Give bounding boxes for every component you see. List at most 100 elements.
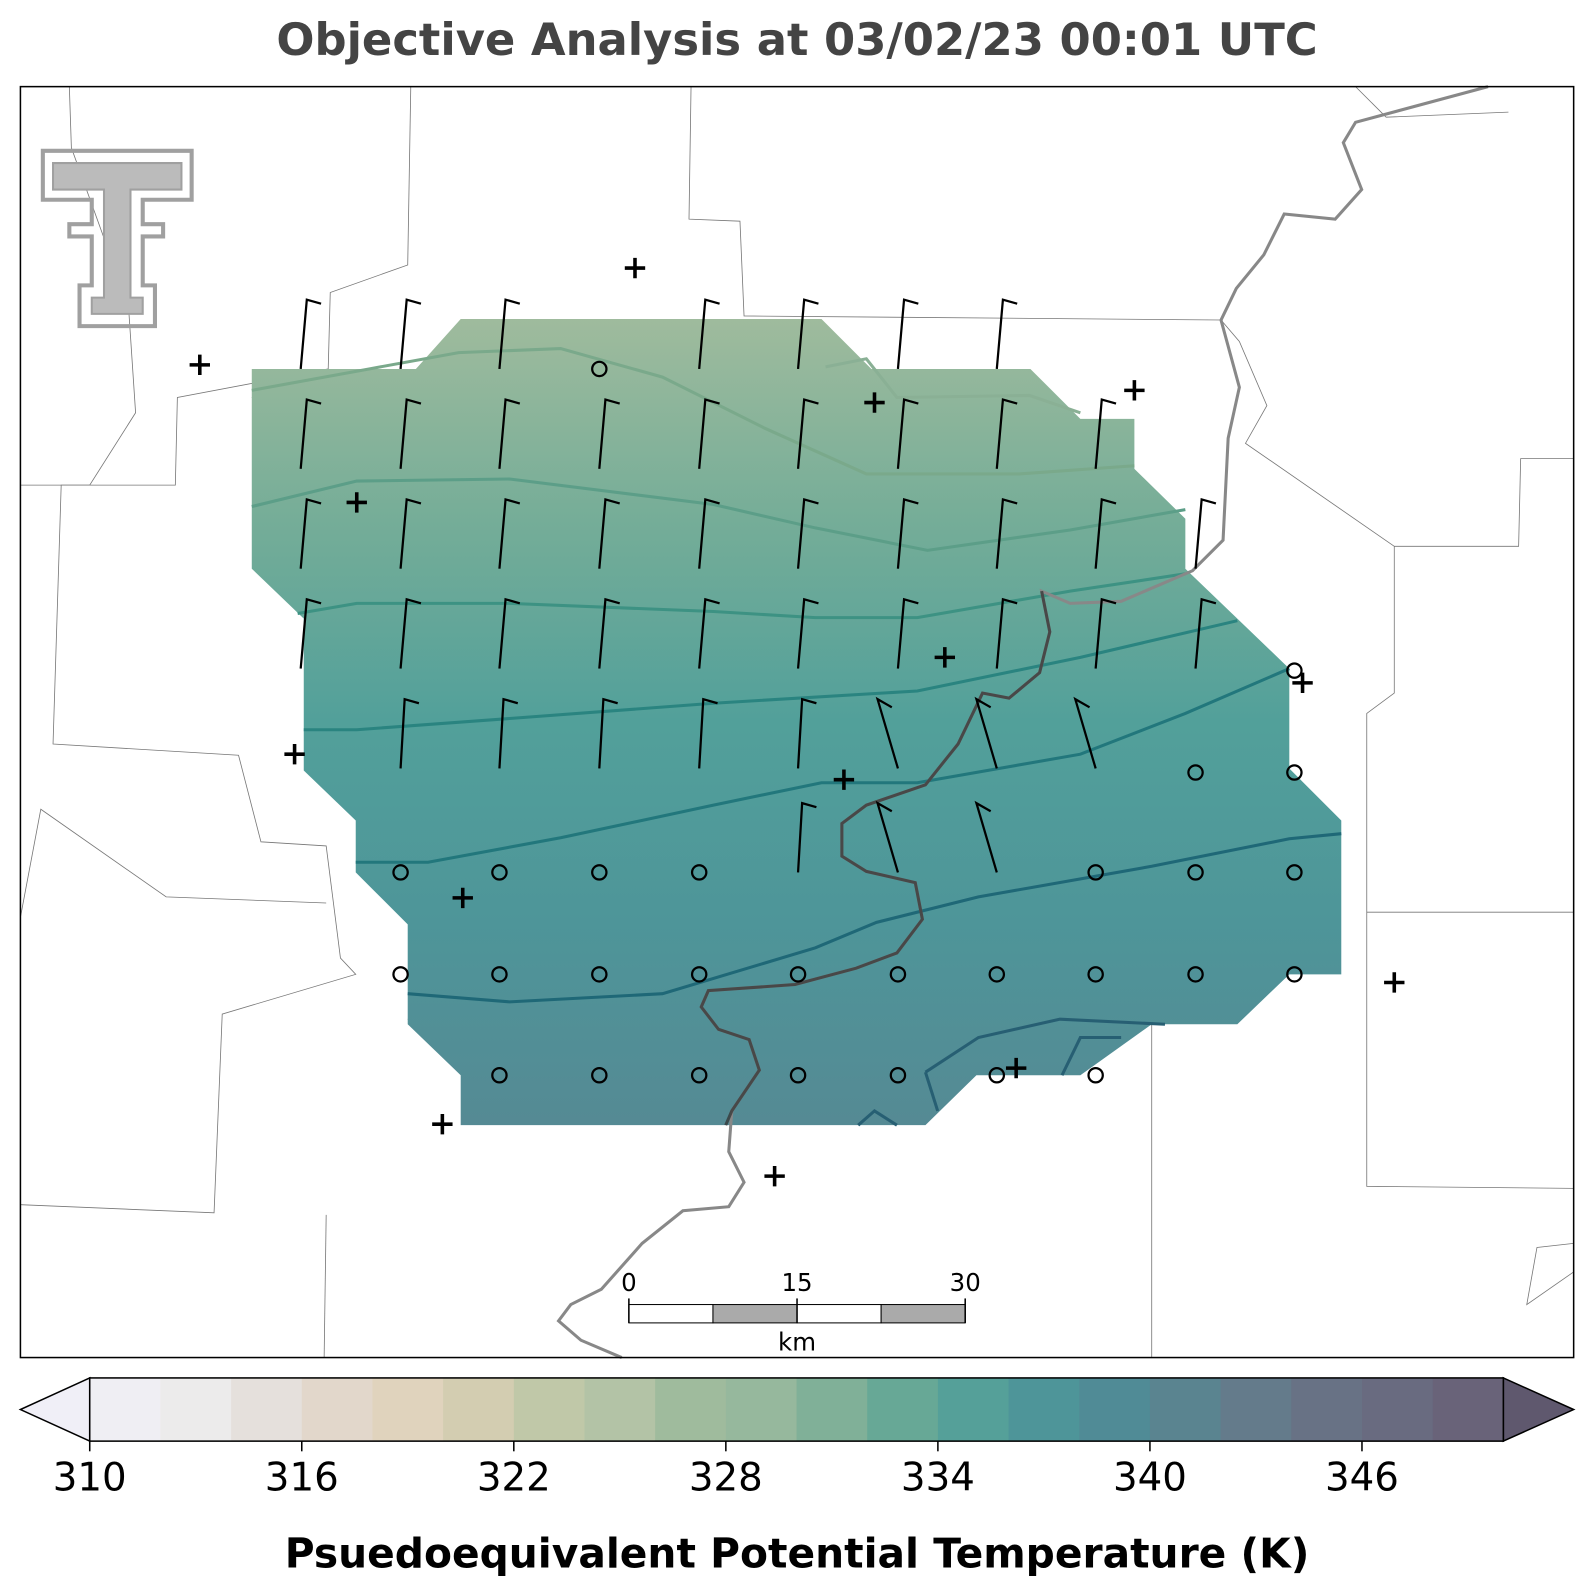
station-calm [491, 864, 508, 881]
river-in-analysis [699, 590, 1052, 1126]
wind-barb [1073, 696, 1097, 769]
wind-barb [1194, 597, 1217, 669]
station-calm [591, 1066, 608, 1084]
wind-barb [498, 697, 519, 769]
wind-barb [995, 497, 1018, 569]
colorbar-bin [443, 1377, 515, 1442]
colorbar-outline [88, 1377, 1505, 1442]
wind-barb [598, 497, 621, 569]
map-frame [19, 85, 1575, 1359]
wind-barb [399, 298, 422, 370]
scale-segment [628, 1304, 714, 1324]
wind-barb [896, 497, 919, 569]
wind-barb [698, 697, 718, 769]
colorbar-tick-label: 340 [1113, 1455, 1187, 1500]
colorbar-bin [1432, 1377, 1504, 1442]
wind-barb [896, 298, 919, 370]
station-calm [1286, 662, 1303, 679]
station-calm [591, 864, 608, 881]
station-plus [284, 744, 305, 765]
wind-barb [796, 801, 817, 873]
wind-barb [498, 298, 521, 370]
wind-barb [299, 298, 322, 370]
station-plus [833, 769, 855, 790]
wind-barb [598, 697, 618, 769]
wind-barb [796, 497, 819, 569]
stations [189, 257, 1405, 1187]
colorbar-bin [584, 1377, 656, 1442]
colorbar-bin [1079, 1377, 1151, 1442]
wind-barb [598, 398, 621, 469]
logo [40, 148, 194, 329]
wind-barb [299, 398, 322, 469]
wind-barb [698, 398, 720, 469]
station-calm [690, 864, 708, 881]
colorbar-bin [867, 1377, 939, 1442]
station-calm [392, 966, 409, 983]
wind-barb [598, 597, 621, 669]
scale-unit: km [778, 1327, 816, 1356]
station-calm [889, 966, 907, 983]
wind-barb [875, 696, 900, 769]
station-calm [690, 1066, 708, 1084]
station-calm [889, 1066, 907, 1084]
station-calm [988, 1066, 1006, 1084]
scale-bar: km 0 15 30 [621, 1268, 981, 1356]
colorbar-under [18, 1376, 91, 1443]
wind-barb [399, 597, 422, 669]
wind-barb [974, 696, 998, 769]
wind-barbs [299, 298, 1217, 873]
colorbar-bin [796, 1377, 868, 1442]
station-calm [789, 966, 807, 983]
station-plus [1005, 1057, 1027, 1079]
station-plus [624, 257, 646, 279]
colorbar-bin [655, 1377, 727, 1442]
colorbar: Psuedoequivalent Potential Temperature (… [18, 1376, 1576, 1577]
colorbar-tick-label: 328 [689, 1455, 763, 1500]
wind-barb [1094, 497, 1117, 569]
colorbar-tick-label: 322 [477, 1455, 551, 1500]
station-calm [1087, 1066, 1104, 1084]
station-calm [1286, 966, 1303, 983]
scale-tick-label: 30 [950, 1268, 981, 1297]
wind-barb [299, 497, 322, 569]
station-plus [764, 1165, 785, 1187]
station-calm [1087, 966, 1104, 983]
station-calm [392, 864, 409, 881]
colorbar-bin [89, 1377, 161, 1442]
station-plus [864, 392, 885, 413]
wind-barb [399, 697, 420, 769]
colorbar-tick-label: 334 [901, 1455, 975, 1500]
wind-barb [974, 800, 998, 873]
wind-barb [299, 597, 322, 669]
station-calm [1286, 864, 1303, 881]
station-plus [1292, 672, 1313, 694]
station-calm [491, 966, 508, 983]
colorbar-bin [1149, 1377, 1222, 1442]
wind-barb [995, 398, 1018, 469]
colorbar-bin [372, 1377, 444, 1442]
station-calm [591, 360, 608, 378]
station-calm [1187, 764, 1204, 781]
wind-barb [796, 697, 817, 769]
colorbar-bin [231, 1377, 303, 1442]
scale-tick-label: 0 [621, 1268, 637, 1297]
wind-barb [399, 497, 422, 569]
wind-barb [1194, 497, 1217, 569]
title: Objective Analysis at 03/02/23 00:01 UTC [276, 13, 1317, 66]
colorbar-tick-label: 316 [265, 1455, 339, 1500]
wind-barb [995, 597, 1018, 669]
scale-tick-label: 15 [781, 1268, 812, 1297]
wind-barb [796, 597, 819, 669]
wind-barb [995, 298, 1018, 370]
analysis-fill [251, 319, 1342, 1126]
map: km 0 15 30 [19, 85, 1575, 1359]
wind-barb [698, 597, 720, 669]
scale-segment [880, 1304, 966, 1324]
wind-barb [498, 597, 521, 669]
station-plus [934, 647, 956, 668]
station-plus [1124, 380, 1145, 401]
colorbar-label: Psuedoequivalent Potential Temperature (… [285, 1529, 1310, 1577]
colorbar-bin [160, 1377, 232, 1442]
